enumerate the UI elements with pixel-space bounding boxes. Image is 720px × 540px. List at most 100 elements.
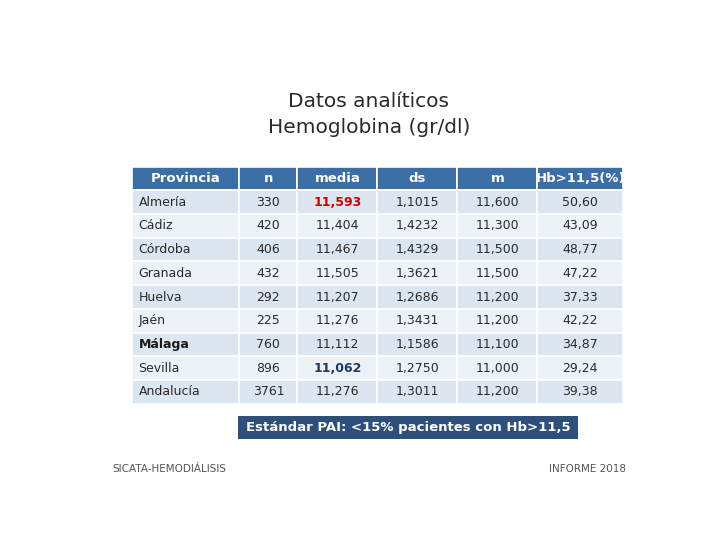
Text: 11,600: 11,600 <box>475 195 519 209</box>
Bar <box>132 167 240 191</box>
Text: 11,207: 11,207 <box>315 291 359 303</box>
Text: 225: 225 <box>256 314 280 327</box>
Text: 11,300: 11,300 <box>475 219 519 232</box>
Text: Datos analíticos
Hemoglobina (gr/dl): Datos analíticos Hemoglobina (gr/dl) <box>268 92 470 137</box>
Bar <box>240 214 297 238</box>
Bar <box>297 356 377 380</box>
Text: ds: ds <box>409 172 426 185</box>
Bar <box>537 238 623 261</box>
Text: 1,2686: 1,2686 <box>395 291 439 303</box>
Bar <box>457 261 537 285</box>
Bar <box>132 333 240 356</box>
Text: 3761: 3761 <box>253 386 284 399</box>
Text: INFORME 2018: INFORME 2018 <box>549 464 626 474</box>
Text: Huelva: Huelva <box>138 291 182 303</box>
Text: 11,000: 11,000 <box>475 362 519 375</box>
Text: Cádiz: Cádiz <box>138 219 173 232</box>
Text: Córdoba: Córdoba <box>138 243 191 256</box>
Text: 50,60: 50,60 <box>562 195 598 209</box>
Text: 11,505: 11,505 <box>315 267 359 280</box>
Bar <box>297 214 377 238</box>
Bar <box>537 261 623 285</box>
Bar <box>132 356 240 380</box>
Bar <box>377 309 457 333</box>
Text: 34,87: 34,87 <box>562 338 598 351</box>
Bar <box>377 261 457 285</box>
Bar <box>132 238 240 261</box>
Text: 37,33: 37,33 <box>562 291 598 303</box>
Text: 39,38: 39,38 <box>562 386 598 399</box>
Text: 11,467: 11,467 <box>315 243 359 256</box>
Bar <box>132 309 240 333</box>
Text: Almería: Almería <box>138 195 186 209</box>
Text: 29,24: 29,24 <box>562 362 598 375</box>
Bar <box>132 261 240 285</box>
Bar <box>297 380 377 404</box>
Bar <box>537 356 623 380</box>
Bar <box>240 167 297 191</box>
Text: 48,77: 48,77 <box>562 243 598 256</box>
Text: 432: 432 <box>256 267 280 280</box>
Text: 1,4329: 1,4329 <box>396 243 439 256</box>
Text: 330: 330 <box>256 195 280 209</box>
Bar <box>240 238 297 261</box>
Text: 420: 420 <box>256 219 280 232</box>
Text: 11,200: 11,200 <box>475 314 519 327</box>
Text: 1,3431: 1,3431 <box>396 314 439 327</box>
Bar <box>297 285 377 309</box>
Bar <box>377 333 457 356</box>
Bar <box>238 416 578 439</box>
Bar <box>297 333 377 356</box>
Text: 11,404: 11,404 <box>315 219 359 232</box>
Text: 1,3621: 1,3621 <box>396 267 439 280</box>
Bar <box>240 261 297 285</box>
Bar <box>377 356 457 380</box>
Text: 1,2750: 1,2750 <box>395 362 439 375</box>
Text: 11,112: 11,112 <box>315 338 359 351</box>
Text: media: media <box>315 172 360 185</box>
Text: 1,1015: 1,1015 <box>395 195 439 209</box>
Text: Estándar PAI: <15% pacientes con Hb>11,5: Estándar PAI: <15% pacientes con Hb>11,5 <box>246 421 570 434</box>
Text: 1,3011: 1,3011 <box>395 386 439 399</box>
Text: 11,500: 11,500 <box>475 243 519 256</box>
Bar <box>377 191 457 214</box>
Bar <box>240 285 297 309</box>
Text: 1,1586: 1,1586 <box>395 338 439 351</box>
Bar <box>377 214 457 238</box>
Bar <box>457 285 537 309</box>
Text: Granada: Granada <box>138 267 192 280</box>
Text: 11,062: 11,062 <box>313 362 361 375</box>
Text: 406: 406 <box>256 243 280 256</box>
Text: 11,276: 11,276 <box>315 386 359 399</box>
Bar <box>537 167 623 191</box>
Text: n: n <box>264 172 273 185</box>
Bar <box>457 167 537 191</box>
Bar <box>457 380 537 404</box>
Bar <box>240 309 297 333</box>
Bar <box>537 333 623 356</box>
Text: 47,22: 47,22 <box>562 267 598 280</box>
Text: Sevilla: Sevilla <box>138 362 180 375</box>
Bar <box>377 167 457 191</box>
Text: 896: 896 <box>256 362 280 375</box>
Text: Jaén: Jaén <box>138 314 166 327</box>
Text: 43,09: 43,09 <box>562 219 598 232</box>
Bar <box>297 238 377 261</box>
Text: 292: 292 <box>256 291 280 303</box>
Bar <box>537 285 623 309</box>
Bar <box>240 191 297 214</box>
Text: SICATA-HEMODIÁLISIS: SICATA-HEMODIÁLISIS <box>112 464 226 474</box>
Bar <box>132 214 240 238</box>
Bar <box>297 309 377 333</box>
Bar <box>457 356 537 380</box>
Text: 11,100: 11,100 <box>475 338 519 351</box>
Text: 42,22: 42,22 <box>562 314 598 327</box>
Text: Provincia: Provincia <box>150 172 220 185</box>
Text: 1,4232: 1,4232 <box>396 219 439 232</box>
Bar <box>457 333 537 356</box>
Bar <box>457 214 537 238</box>
Bar <box>297 167 377 191</box>
Bar <box>132 380 240 404</box>
Bar <box>297 261 377 285</box>
Text: Andalucía: Andalucía <box>138 386 200 399</box>
